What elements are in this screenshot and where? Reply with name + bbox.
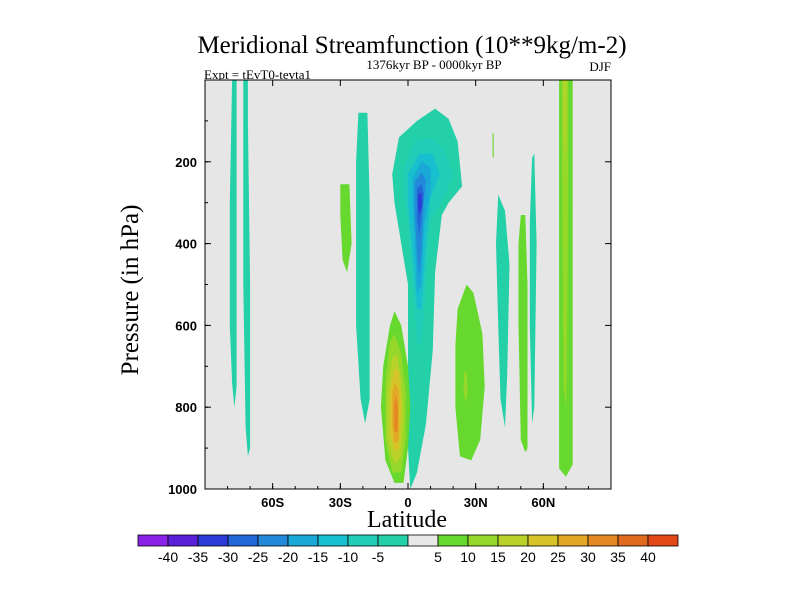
colorbar-swatch [197, 534, 229, 547]
colorbar-label: -10 [338, 549, 358, 565]
contour-strip-80S [229, 80, 237, 408]
x-tick-label: 0 [404, 495, 411, 510]
x-tick-label: 60S [261, 495, 284, 510]
colorbar: -40 -35 -30 -25 -20 -15 -10 -5 5 10 15 20 25 30 35 40 [137, 534, 679, 565]
colorbar-swatch [407, 534, 439, 547]
colorbar-label: 30 [580, 549, 596, 565]
contour-band-20S [356, 112, 370, 424]
colorbar-label: 40 [640, 549, 656, 565]
contour-band-42N [496, 194, 510, 428]
colorbar-swatch [527, 534, 559, 547]
colorbar-swatch [377, 534, 409, 547]
colorbar-label: -20 [278, 549, 298, 565]
colorbar-swatch [617, 534, 649, 547]
colorbar-swatch [437, 534, 469, 547]
colorbar-swatch [647, 534, 679, 547]
contour-green-fleck-38N [492, 133, 494, 158]
y-tick-label: 600 [175, 318, 197, 333]
colorbar-label: -5 [372, 549, 385, 565]
contour-band-55N [518, 215, 528, 453]
colorbar-label: 25 [550, 549, 566, 565]
experiment-label: Expt = tEvT0-tevta1 [204, 67, 311, 82]
contour-green-spot-25N [463, 371, 468, 404]
contour-strip-70S [243, 80, 251, 457]
x-tick-label: 30S [329, 495, 352, 510]
colorbar-swatch [467, 534, 499, 547]
x-axis-label: Latitude [367, 507, 447, 533]
contour-band-58N [529, 153, 537, 424]
colorbar-swatch [137, 534, 169, 547]
colorbar-swatch [557, 534, 589, 547]
contour-blue-core [417, 192, 422, 215]
contour-green-cell-25N [455, 284, 485, 461]
axes: 60S 30S 0 30N 60N 200 400 600 800 1000 [168, 80, 612, 510]
chart-title: Meridional Streamfunction (10**9kg/m-2) [197, 32, 626, 59]
colorbar-label: 5 [434, 549, 442, 565]
y-tick-label: 1000 [168, 482, 197, 497]
colorbar-label: -40 [158, 549, 178, 565]
colorbar-label: 15 [490, 549, 506, 565]
colorbar-label: 35 [610, 549, 626, 565]
colorbar-swatch [497, 534, 529, 547]
colorbar-swatch [347, 534, 379, 547]
contour-fills [229, 80, 573, 489]
colorbar-label: 20 [520, 549, 536, 565]
y-tick-label: 200 [175, 155, 197, 170]
colorbar-swatch [587, 534, 619, 547]
colorbar-swatch [227, 534, 259, 547]
y-tick-label: 800 [175, 400, 197, 415]
colorbar-label: -30 [218, 549, 238, 565]
colorbar-swatch [167, 534, 199, 547]
colorbar-label: -35 [188, 549, 208, 565]
colorbar-swatch [257, 534, 289, 547]
colorbar-label: -15 [308, 549, 328, 565]
y-tick-label: 400 [175, 237, 197, 252]
contour-orange-cell-30 [393, 394, 398, 432]
x-tick-label: 60N [531, 495, 555, 510]
contour-strip-35S [340, 184, 352, 273]
colorbar-swatch [317, 534, 349, 547]
colorbar-label: -25 [248, 549, 268, 565]
season-label: DJF [589, 59, 611, 74]
x-tick-label: 30N [464, 495, 488, 510]
contour-strip-72N-10 [561, 80, 569, 408]
contour-strip-72N-15 [563, 80, 567, 162]
y-axis-label: Pressure (in hPa) [117, 205, 144, 376]
period-label: 1376kyr BP - 0000kyr BP [366, 57, 501, 72]
colorbar-label: 10 [460, 549, 476, 565]
colorbar-swatch [287, 534, 319, 547]
